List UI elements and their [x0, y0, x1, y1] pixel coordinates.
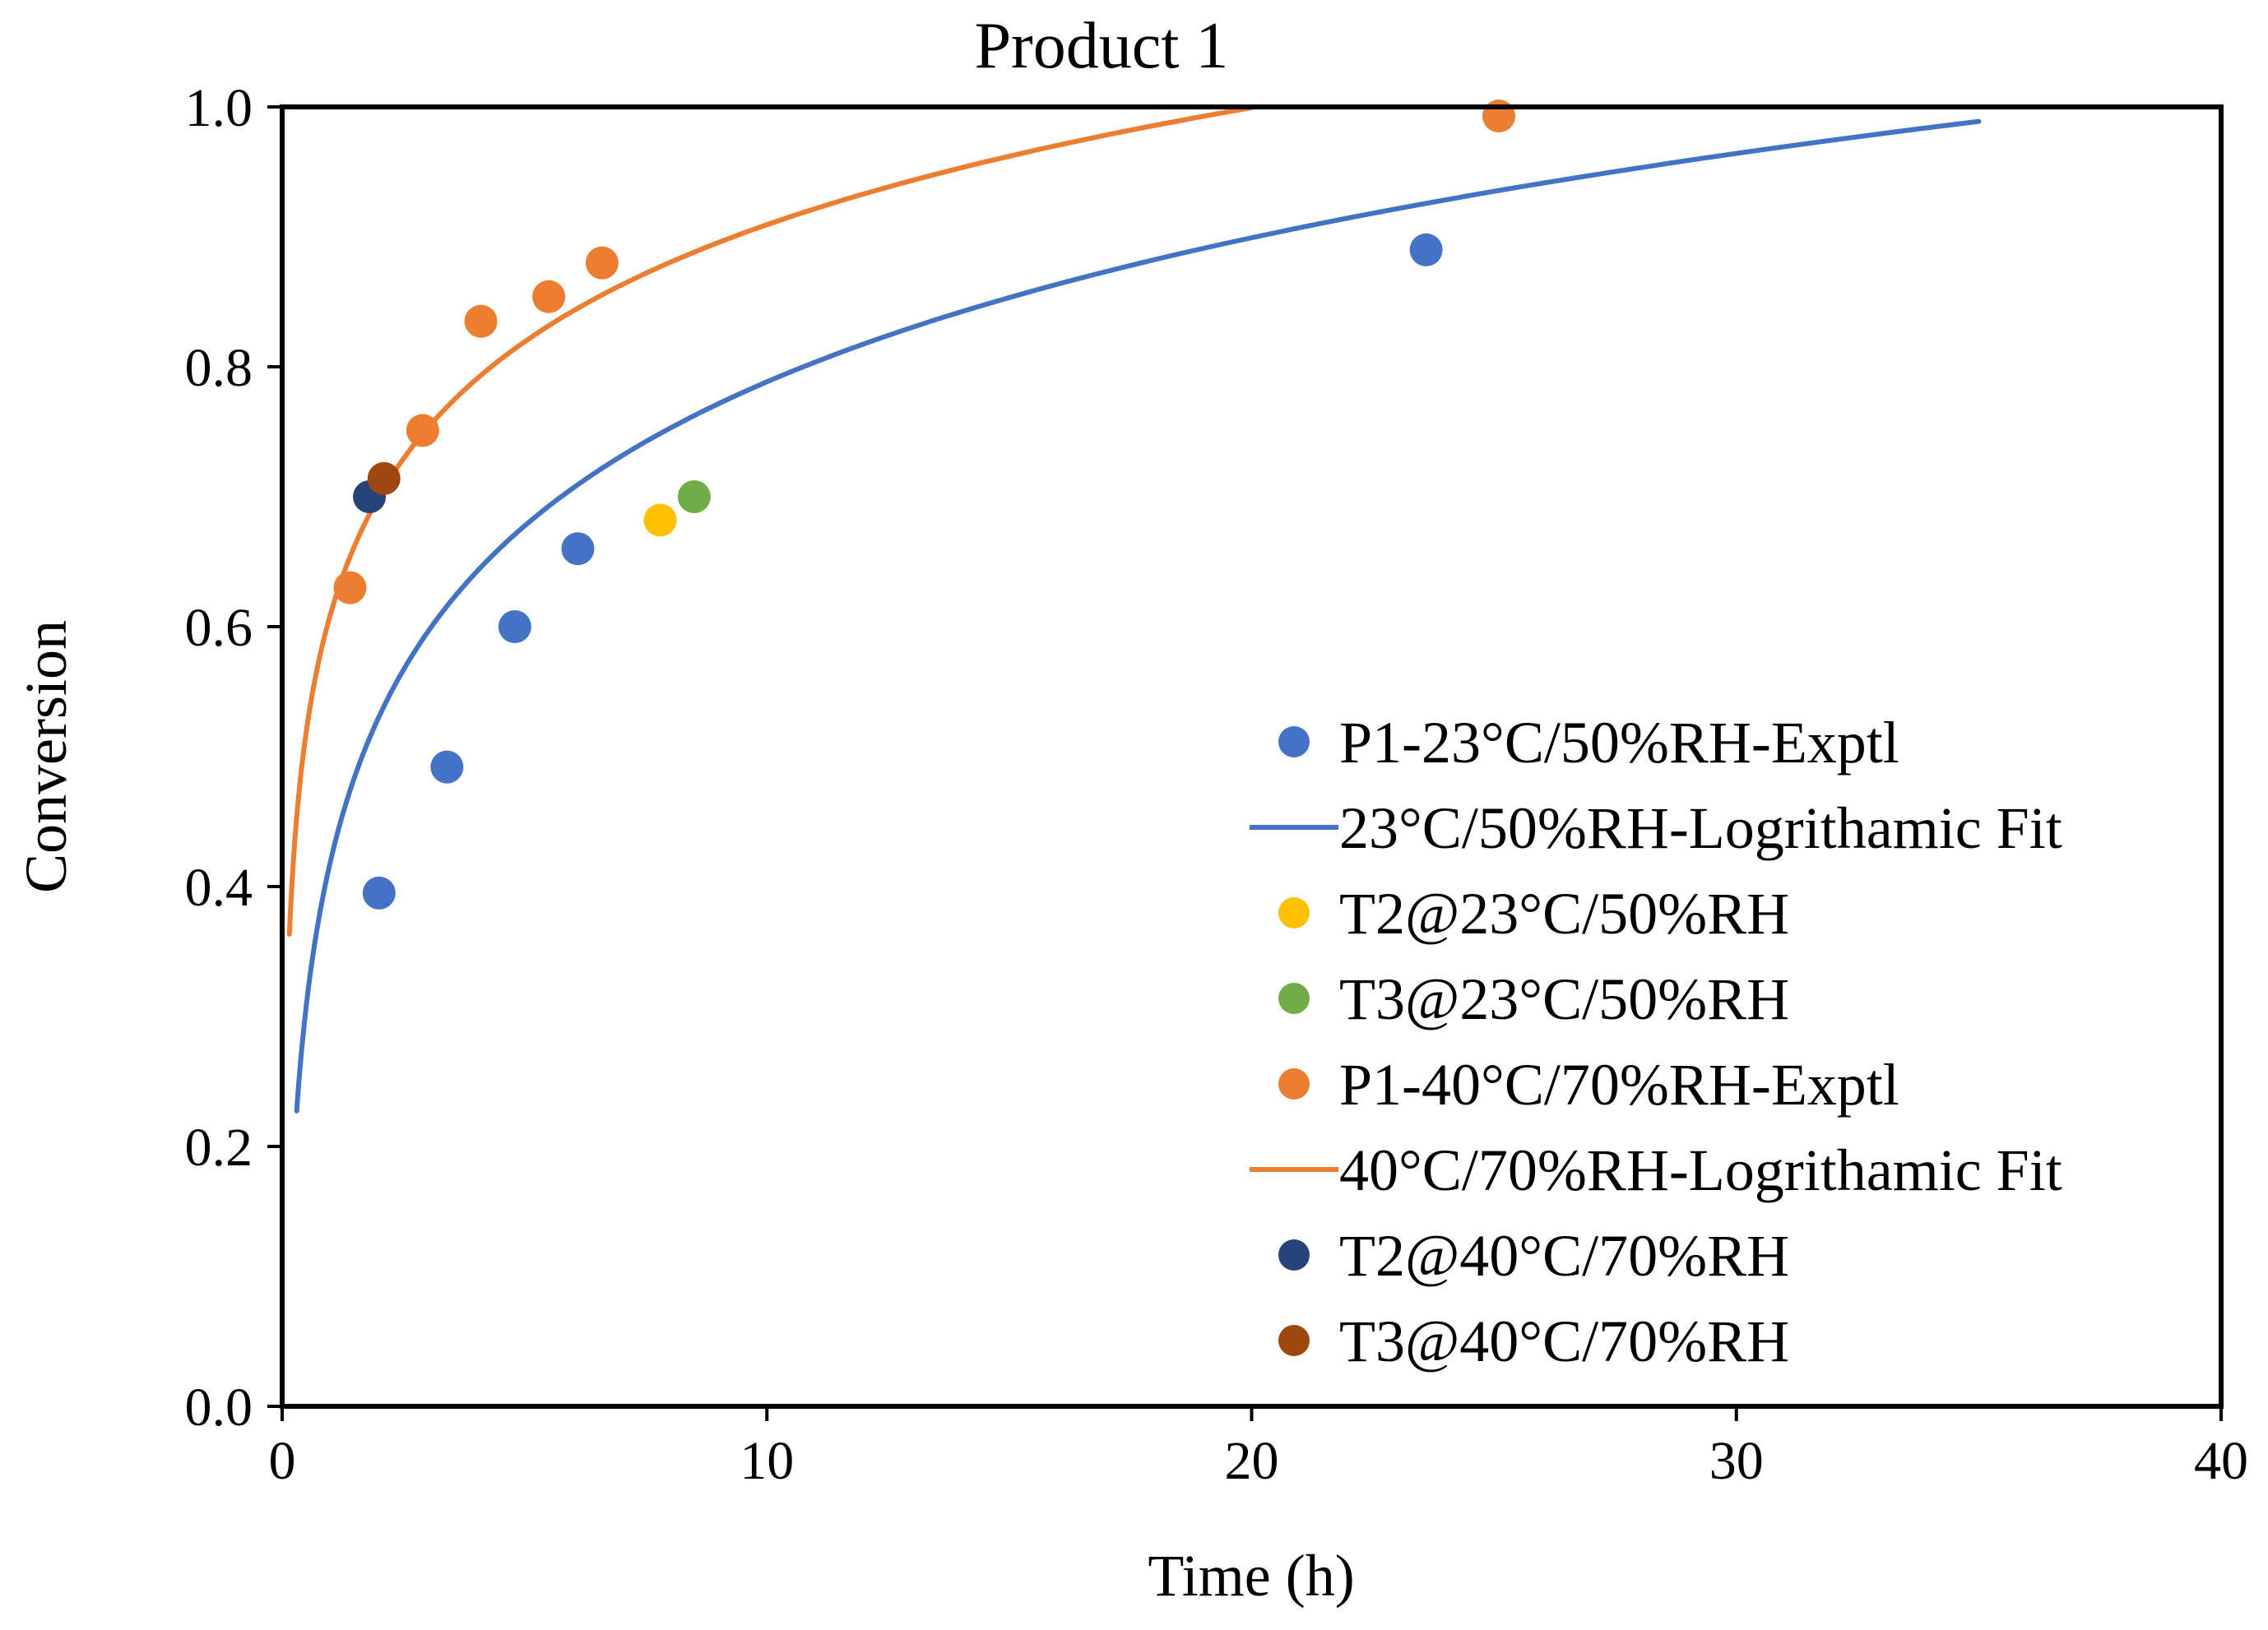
legend-marker [1278, 897, 1310, 928]
data-point-p1-40-c-70-rh-exptl [333, 571, 367, 604]
legend-label: T2@23°C/50%RH [1339, 881, 1789, 947]
chart-title: Product 1 [975, 10, 1229, 82]
data-point-t3-40-c-70-rh [367, 461, 401, 495]
legend-marker [1278, 1325, 1310, 1356]
legend-label: 40°C/70%RH-Logrithamic Fit [1339, 1137, 2062, 1203]
y-tick-label: 0.4 [185, 858, 253, 918]
x-tick-label: 0 [269, 1431, 296, 1491]
legend-label: P1-40°C/70%RH-Exptl [1339, 1052, 1899, 1118]
data-point-p1-23-c-50-rh-exptl [1409, 233, 1443, 266]
data-point-p1-23-c-50-rh-exptl [430, 750, 464, 784]
x-axis-label: Time (h) [1148, 1543, 1354, 1609]
legend-label: P1-23°C/50%RH-Exptl [1339, 710, 1899, 776]
x-tick-label: 40 [2194, 1431, 2248, 1491]
legend-marker [1278, 1068, 1310, 1100]
y-tick-label: 0.6 [185, 598, 253, 658]
data-point-p1-23-c-50-rh-exptl [498, 610, 531, 643]
legend: P1-23°C/50%RH-Exptl 23°C/50%RH-Logrithami… [1250, 710, 2062, 1374]
y-tick-label: 0.2 [185, 1118, 253, 1178]
x-tick-label: 20 [1225, 1431, 1279, 1491]
data-points [333, 100, 1516, 910]
data-point-p1-23-c-50-rh-exptl [561, 532, 595, 566]
data-point-p1-23-c-50-rh-exptl [362, 876, 396, 910]
data-point-p1-40-c-70-rh-exptl [585, 246, 619, 280]
data-point-p1-40-c-70-rh-exptl [406, 414, 439, 447]
fit-line-40-c-70-rh-logrithamic-fit [286, 104, 1255, 937]
fit-line-23-c-50-rh-logrithamic-fit [294, 118, 1982, 1114]
legend-marker [1278, 983, 1310, 1014]
data-point-t3-23-c-50-rh [677, 480, 711, 513]
legend-label: T3@40°C/70%RH [1339, 1308, 1789, 1374]
legend-label: T2@40°C/70%RH [1339, 1223, 1789, 1289]
y-axis-label: Conversion [13, 620, 79, 893]
legend-label: T3@23°C/50%RH [1339, 966, 1789, 1032]
y-axis-ticks: 0.0 0.2 0.4 0.6 0.8 1.0 [185, 78, 282, 1438]
x-axis-ticks: 0 10 20 30 40 [269, 1406, 2248, 1491]
y-tick-label: 0.8 [185, 338, 253, 398]
fit-lines [286, 104, 1982, 1114]
x-tick-label: 30 [1709, 1431, 1764, 1491]
legend-marker [1278, 1239, 1310, 1271]
data-point-p1-40-c-70-rh-exptl [532, 280, 566, 313]
data-point-t2-23-c-50-rh [643, 503, 677, 537]
data-point-p1-40-c-70-rh-exptl [464, 304, 498, 338]
x-tick-label: 10 [740, 1431, 794, 1491]
legend-label: 23°C/50%RH-Logrithamic Fit [1339, 795, 2062, 861]
plot-area-frame [280, 104, 2224, 1409]
legend-marker [1278, 726, 1310, 757]
y-tick-label: 0.0 [185, 1378, 253, 1438]
y-tick-label: 1.0 [185, 78, 253, 138]
